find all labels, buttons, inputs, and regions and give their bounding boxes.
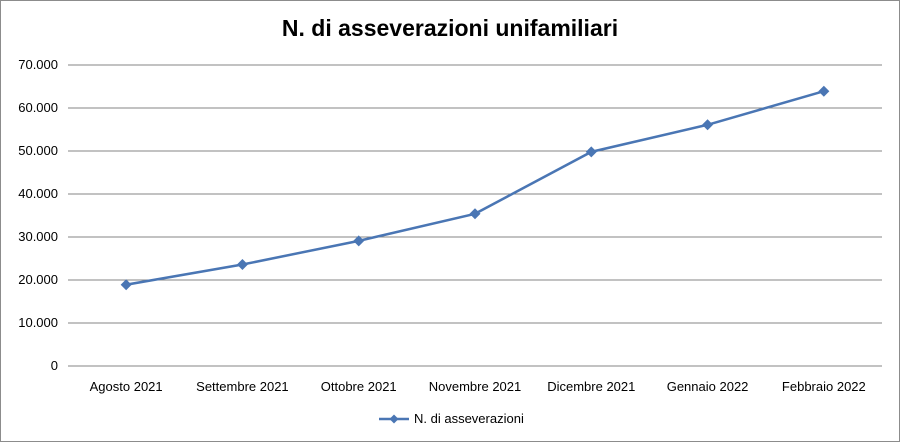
data-point-marker xyxy=(702,119,714,131)
legend-label: N. di asseverazioni xyxy=(414,411,524,426)
y-tick-label: 10.000 xyxy=(18,315,58,330)
y-tick-label: 50.000 xyxy=(18,143,58,158)
data-point-marker xyxy=(236,259,248,271)
series-line xyxy=(125,90,825,286)
y-tick-label: 30.000 xyxy=(18,229,58,244)
y-tick-label: 70.000 xyxy=(18,57,58,72)
y-tick-label: 0 xyxy=(51,358,58,373)
x-tick-label: Settembre 2021 xyxy=(196,379,289,394)
y-tick-label: 60.000 xyxy=(18,100,58,115)
data-point-marker xyxy=(120,279,132,291)
chart-title: N. di asseverazioni unifamiliari xyxy=(281,15,619,41)
legend-marker xyxy=(389,414,399,424)
x-tick-label: Gennaio 2022 xyxy=(667,379,749,394)
y-tick-label: 20.000 xyxy=(18,272,58,287)
data-point-marker xyxy=(469,208,481,220)
x-tick-label: Dicembre 2021 xyxy=(547,379,635,394)
x-tick-label: Ottobre 2021 xyxy=(321,379,397,394)
data-point-marker xyxy=(818,85,830,97)
y-tick-label: 40.000 xyxy=(18,186,58,201)
x-tick-label: Novembre 2021 xyxy=(429,379,522,394)
data-point-marker xyxy=(585,146,597,158)
x-tick-label: Febbraio 2022 xyxy=(782,379,866,394)
data-point-marker xyxy=(353,235,365,247)
x-tick-label: Agosto 2021 xyxy=(90,379,163,394)
